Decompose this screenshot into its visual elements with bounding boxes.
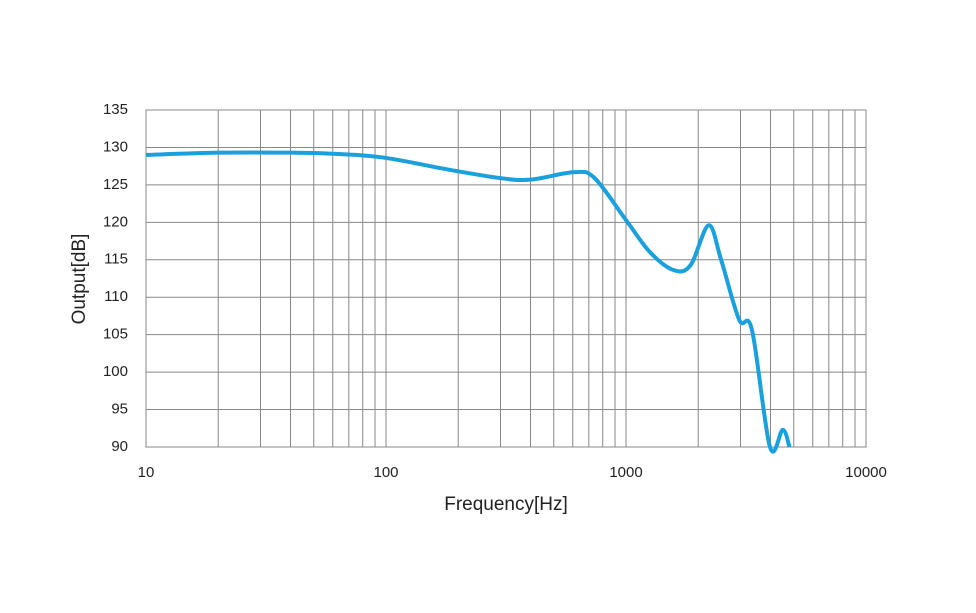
x-tick-label: 100 [373,464,398,481]
y-tick-label: 105 [103,326,128,343]
y-tick-label: 110 [104,288,128,305]
y-tick-label: 135 [103,101,128,118]
y-tick-label: 115 [104,251,128,268]
plot-area [145,109,867,448]
y-axis-title: Output[dB] [69,234,90,325]
y-tick-label: 130 [103,138,128,155]
x-tick-label: 1000 [609,464,642,481]
y-tick-label: 125 [103,176,128,193]
y-tick-label: 90 [111,438,128,455]
x-axis-title: Frequency[Hz] [444,494,568,515]
y-tick-label: 100 [103,363,128,380]
y-tick-label: 95 [111,401,128,418]
y-tick-label: 120 [103,213,128,230]
x-tick-label: 10 [138,464,155,481]
x-tick-label: 10000 [845,464,887,481]
data-line [145,150,792,454]
